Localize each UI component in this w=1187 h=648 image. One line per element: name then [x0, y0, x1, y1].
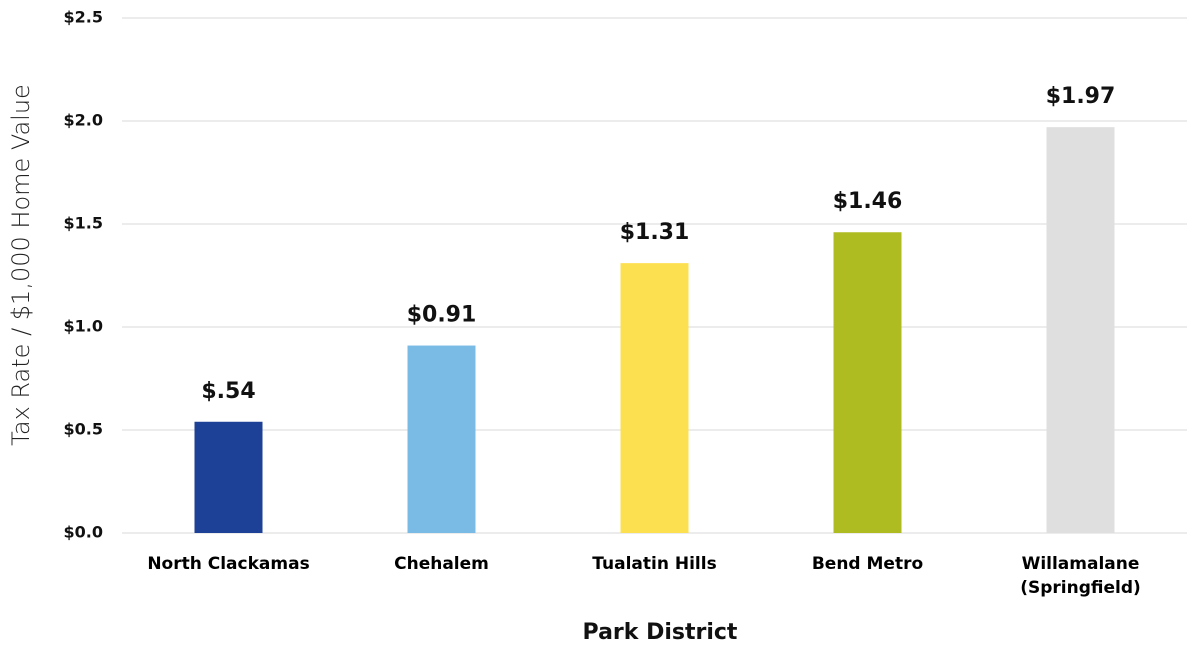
x-tick-label: Willamalane (Springfield): [1020, 554, 1141, 598]
data-label: $.54: [201, 379, 255, 404]
y-axis-label: Tax Rate / $1,000 Home Value: [7, 84, 35, 446]
y-tick-label: $0.0: [64, 523, 103, 542]
y-tick-label: $2.0: [64, 111, 103, 130]
data-label: $1.46: [833, 189, 903, 214]
y-tick-label: $2.5: [64, 8, 103, 27]
x-tick-label: North Clackamas: [147, 554, 310, 574]
y-tick-label: $1.0: [64, 317, 103, 336]
y-tick-label: $1.5: [64, 214, 103, 233]
data-label: $0.91: [407, 303, 477, 328]
x-tick-label: Tualatin Hills: [592, 554, 717, 574]
bar: [194, 421, 263, 533]
y-tick-label: $0.5: [64, 420, 103, 439]
x-axis-label: Park District: [583, 620, 738, 645]
x-tick-label: Bend Metro: [811, 554, 924, 574]
bar: [620, 263, 689, 533]
data-label: $1.31: [620, 220, 690, 245]
bar: [833, 232, 902, 534]
bar: [407, 345, 476, 533]
bar: [1046, 127, 1115, 534]
data-label: $1.97: [1046, 84, 1116, 109]
x-tick-label: Chehalem: [394, 554, 489, 574]
